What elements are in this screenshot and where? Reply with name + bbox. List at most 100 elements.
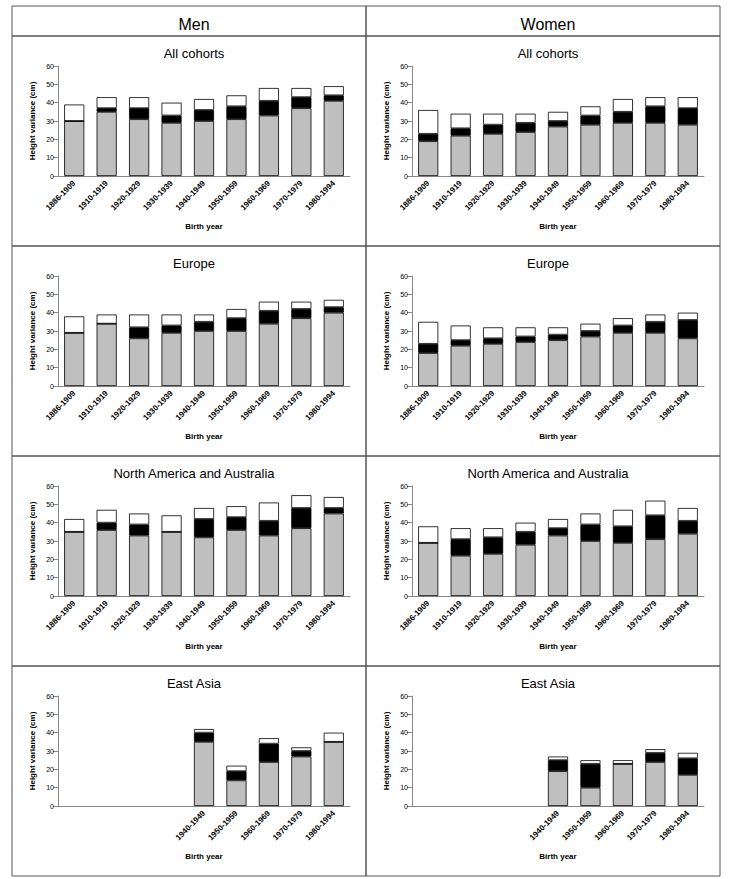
svg-text:50: 50	[46, 81, 54, 88]
svg-text:Height variance (cm): Height variance (cm)	[382, 711, 391, 790]
svg-text:Height variance (cm): Height variance (cm)	[28, 291, 37, 370]
svg-text:1960-1969: 1960-1969	[593, 808, 627, 842]
svg-text:20: 20	[46, 556, 54, 563]
svg-text:Birth year: Birth year	[185, 222, 222, 231]
svg-text:North America and Australia: North America and Australia	[467, 466, 629, 481]
svg-text:East Asia: East Asia	[167, 676, 222, 691]
svg-text:1960-1969: 1960-1969	[593, 598, 627, 632]
svg-text:50: 50	[400, 291, 408, 298]
svg-text:0: 0	[404, 803, 408, 810]
svg-text:10: 10	[46, 784, 54, 791]
svg-text:Height variance (cm): Height variance (cm)	[28, 81, 37, 160]
svg-text:1980-1994: 1980-1994	[304, 178, 338, 212]
svg-text:30: 30	[46, 118, 54, 125]
svg-text:1960-1969: 1960-1969	[239, 808, 273, 842]
svg-text:1950-1959: 1950-1959	[206, 388, 240, 422]
svg-text:60: 60	[46, 273, 54, 280]
svg-text:1910-1919: 1910-1919	[76, 178, 110, 212]
svg-text:1970-1979: 1970-1979	[271, 808, 305, 842]
svg-text:Height variance (cm): Height variance (cm)	[382, 501, 391, 580]
svg-text:20: 20	[46, 766, 54, 773]
svg-text:1940-1949: 1940-1949	[528, 808, 562, 842]
svg-text:1886-1909: 1886-1909	[398, 388, 432, 422]
svg-text:40: 40	[400, 99, 408, 106]
svg-text:1940-1949: 1940-1949	[528, 388, 562, 422]
svg-text:Height variance (cm): Height variance (cm)	[382, 291, 391, 370]
svg-text:Birth year: Birth year	[185, 432, 222, 441]
svg-text:40: 40	[46, 99, 54, 106]
svg-text:60: 60	[46, 693, 54, 700]
svg-text:1940-1949: 1940-1949	[174, 808, 208, 842]
svg-text:1910-1919: 1910-1919	[76, 388, 110, 422]
svg-text:All cohorts: All cohorts	[518, 46, 579, 61]
svg-text:60: 60	[400, 273, 408, 280]
svg-text:50: 50	[46, 291, 54, 298]
svg-text:Europe: Europe	[527, 256, 569, 271]
svg-text:1910-1919: 1910-1919	[430, 388, 464, 422]
svg-text:1950-1959: 1950-1959	[560, 598, 594, 632]
svg-text:Birth year: Birth year	[185, 642, 222, 651]
svg-text:1960-1969: 1960-1969	[239, 388, 273, 422]
svg-text:1950-1959: 1950-1959	[560, 178, 594, 212]
svg-text:1930-1939: 1930-1939	[141, 388, 175, 422]
svg-text:1980-1994: 1980-1994	[304, 598, 338, 632]
svg-text:40: 40	[46, 519, 54, 526]
svg-text:60: 60	[46, 483, 54, 490]
svg-text:10: 10	[400, 784, 408, 791]
svg-text:1930-1939: 1930-1939	[495, 178, 529, 212]
svg-text:1920-1929: 1920-1929	[109, 598, 143, 632]
svg-text:40: 40	[46, 729, 54, 736]
svg-text:Birth year: Birth year	[539, 222, 576, 231]
svg-text:1940-1949: 1940-1949	[174, 598, 208, 632]
svg-text:1980-1994: 1980-1994	[658, 598, 692, 632]
svg-text:1930-1939: 1930-1939	[495, 598, 529, 632]
svg-text:1970-1979: 1970-1979	[271, 598, 305, 632]
svg-text:Birth year: Birth year	[539, 432, 576, 441]
svg-text:20: 20	[46, 346, 54, 353]
svg-text:30: 30	[400, 118, 408, 125]
svg-text:30: 30	[400, 328, 408, 335]
svg-text:1980-1994: 1980-1994	[304, 388, 338, 422]
svg-text:10: 10	[400, 364, 408, 371]
svg-text:1980-1994: 1980-1994	[658, 808, 692, 842]
svg-text:1886-1909: 1886-1909	[398, 598, 432, 632]
svg-text:0: 0	[50, 593, 54, 600]
svg-text:20: 20	[400, 346, 408, 353]
svg-text:40: 40	[400, 519, 408, 526]
svg-text:1910-1919: 1910-1919	[430, 598, 464, 632]
svg-text:1940-1949: 1940-1949	[174, 178, 208, 212]
svg-text:1920-1929: 1920-1929	[463, 388, 497, 422]
svg-text:All cohorts: All cohorts	[164, 46, 225, 61]
svg-text:50: 50	[400, 501, 408, 508]
svg-text:20: 20	[46, 136, 54, 143]
svg-text:1940-1949: 1940-1949	[174, 388, 208, 422]
svg-text:Height variance (cm): Height variance (cm)	[382, 81, 391, 160]
svg-text:1970-1979: 1970-1979	[271, 388, 305, 422]
svg-text:1970-1979: 1970-1979	[625, 598, 659, 632]
svg-text:1920-1929: 1920-1929	[109, 388, 143, 422]
svg-text:50: 50	[46, 711, 54, 718]
svg-text:50: 50	[400, 711, 408, 718]
svg-text:30: 30	[46, 748, 54, 755]
svg-text:0: 0	[404, 383, 408, 390]
svg-text:40: 40	[46, 309, 54, 316]
svg-text:1886-1909: 1886-1909	[44, 598, 78, 632]
svg-text:1960-1969: 1960-1969	[593, 388, 627, 422]
svg-text:1910-1919: 1910-1919	[76, 598, 110, 632]
svg-text:0: 0	[50, 383, 54, 390]
svg-text:1930-1939: 1930-1939	[495, 388, 529, 422]
svg-text:Height variance (cm): Height variance (cm)	[28, 501, 37, 580]
svg-text:1960-1969: 1960-1969	[239, 178, 273, 212]
svg-text:1950-1959: 1950-1959	[560, 808, 594, 842]
svg-text:1920-1929: 1920-1929	[463, 178, 497, 212]
svg-text:1940-1949: 1940-1949	[528, 178, 562, 212]
svg-text:Birth year: Birth year	[539, 852, 576, 861]
svg-text:1970-1979: 1970-1979	[625, 388, 659, 422]
svg-text:1970-1979: 1970-1979	[271, 178, 305, 212]
svg-text:1930-1939: 1930-1939	[141, 598, 175, 632]
svg-text:1970-1979: 1970-1979	[625, 178, 659, 212]
svg-text:Birth year: Birth year	[539, 642, 576, 651]
svg-text:60: 60	[400, 693, 408, 700]
svg-text:Height variance (cm): Height variance (cm)	[28, 711, 37, 790]
svg-text:1970-1979: 1970-1979	[625, 808, 659, 842]
